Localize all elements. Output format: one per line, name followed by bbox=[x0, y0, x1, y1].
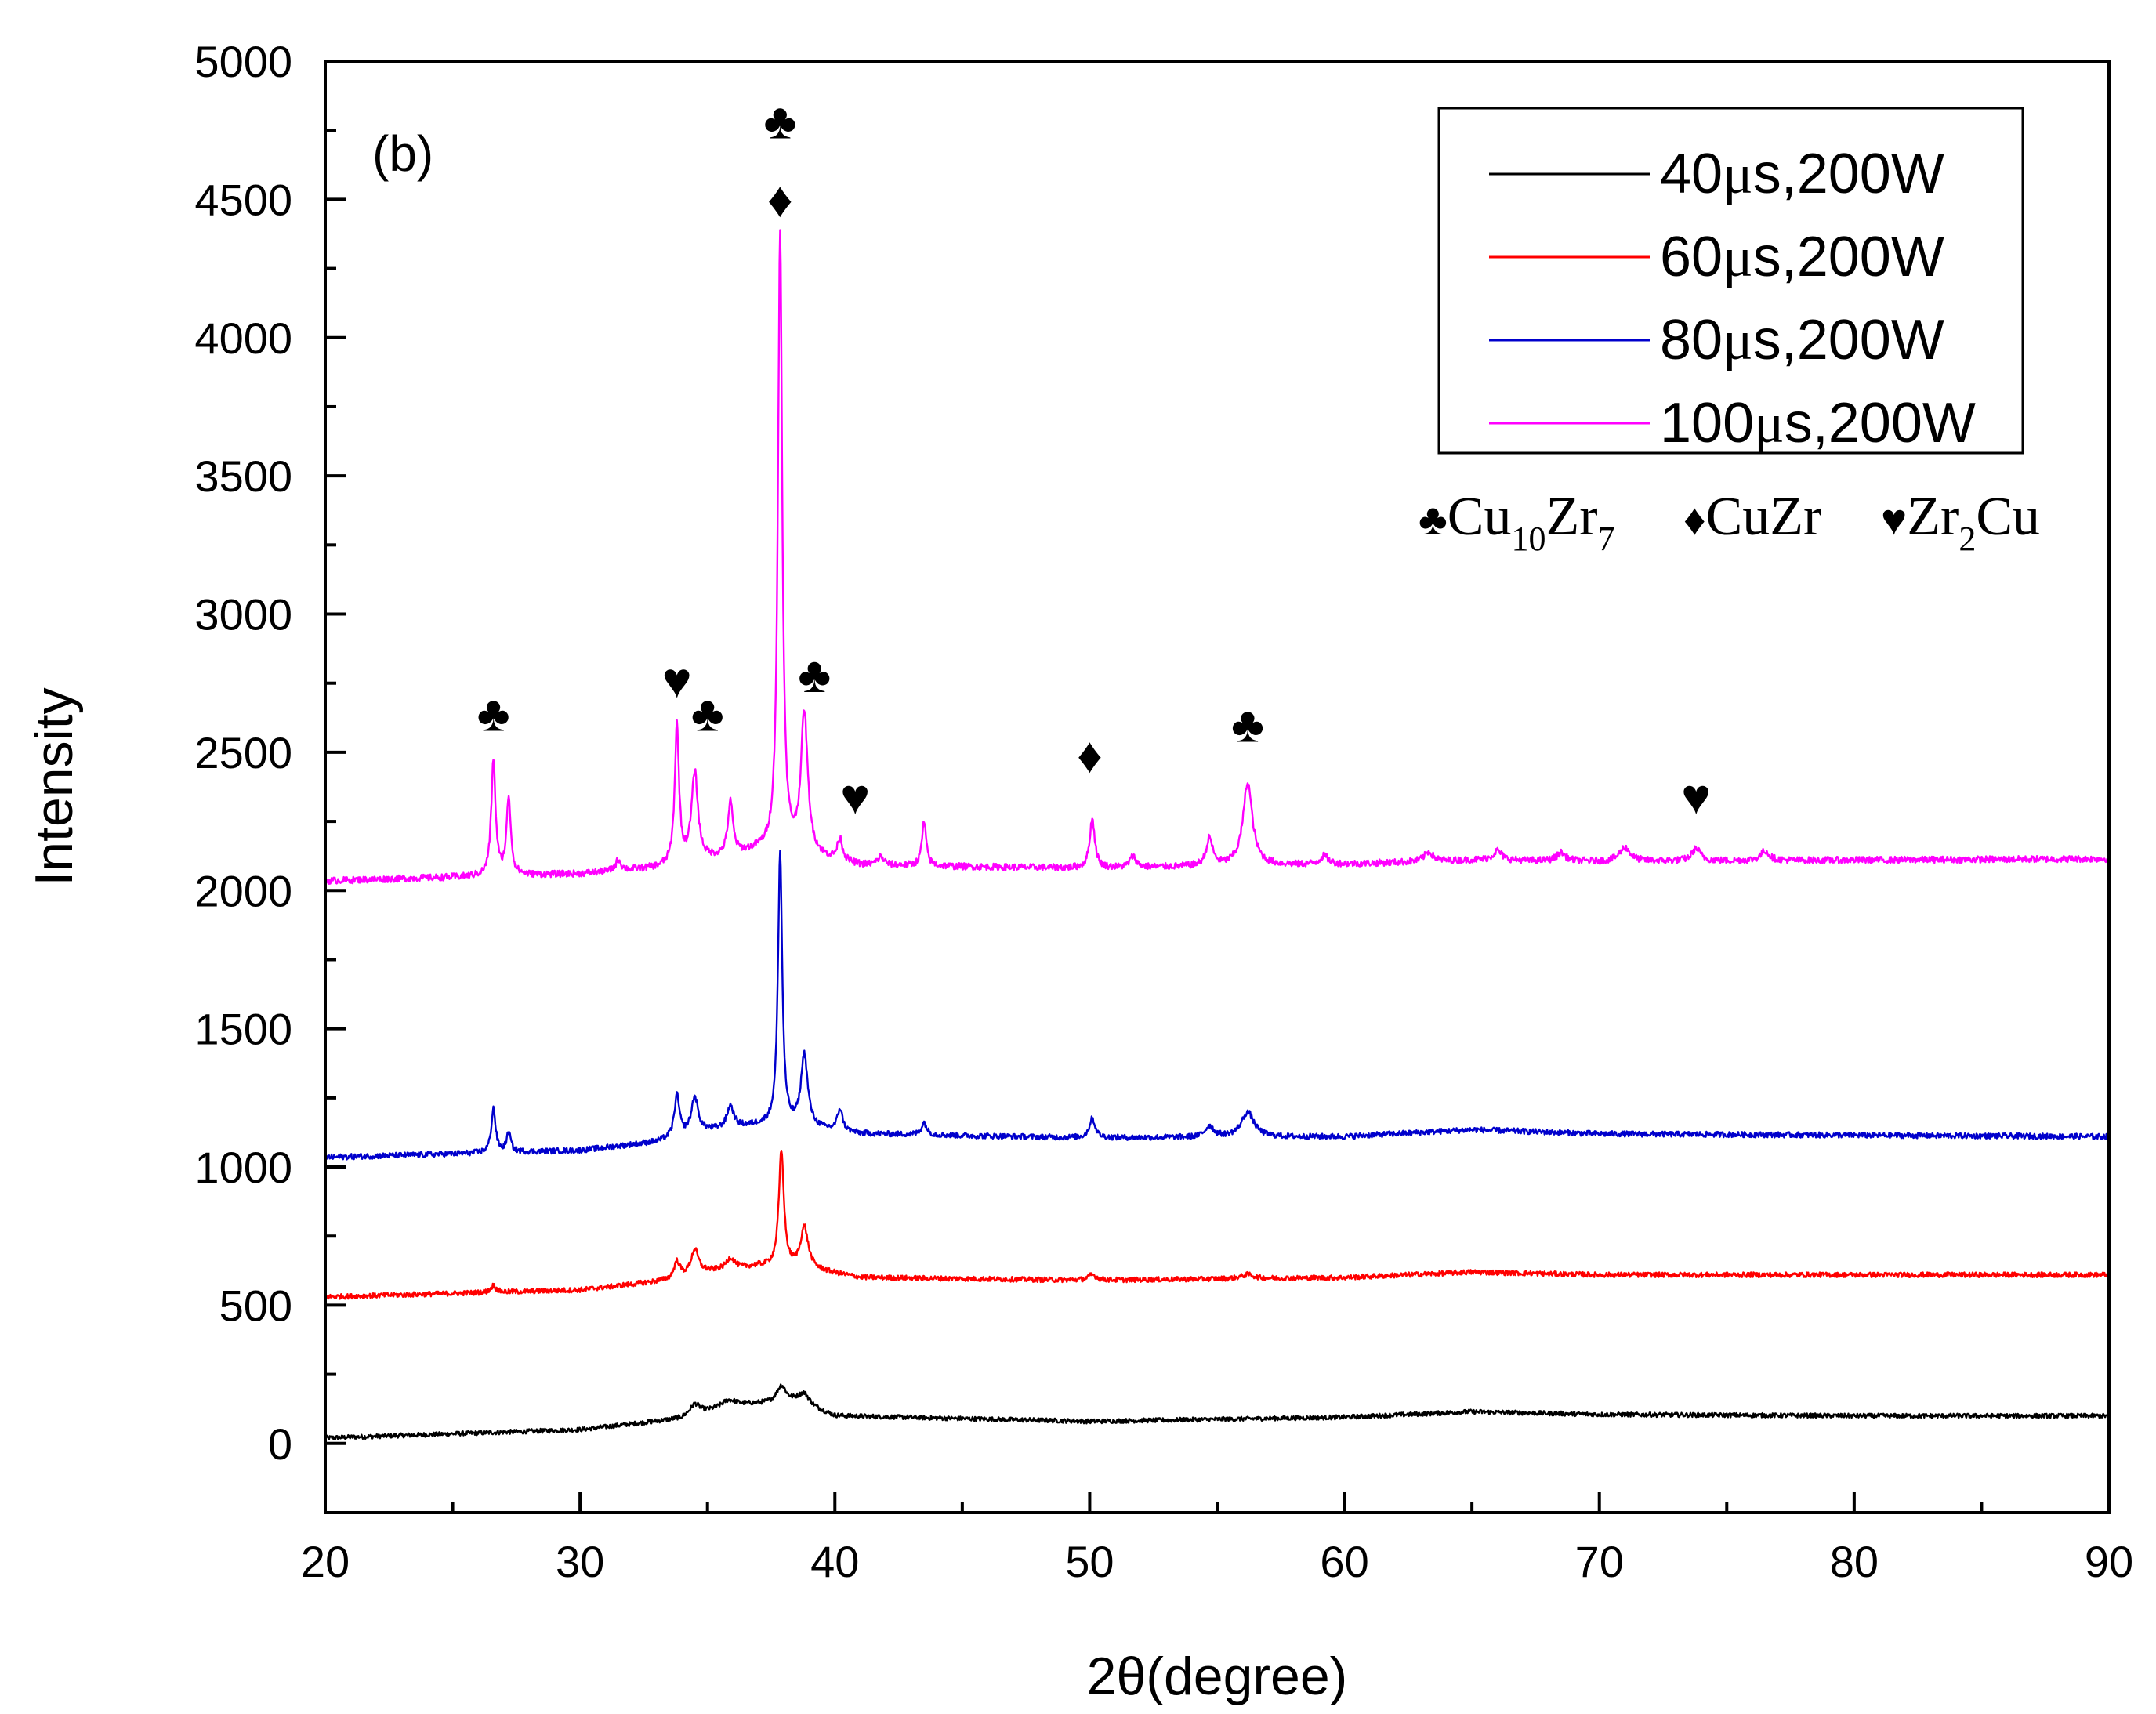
x-tick-label: 60 bbox=[1320, 1537, 1368, 1586]
x-tick-label: 50 bbox=[1065, 1537, 1114, 1586]
x-tick-label: 30 bbox=[556, 1537, 604, 1586]
y-tick-label: 2000 bbox=[194, 866, 292, 915]
legend-label-value: 100 bbox=[1660, 392, 1754, 455]
legend-label-mu: μ bbox=[1754, 392, 1785, 455]
y-tick-label: 500 bbox=[219, 1281, 292, 1330]
peak-marker: ♣ bbox=[477, 687, 510, 742]
y-tick-label: 1500 bbox=[194, 1005, 292, 1054]
phase-symbol: ♣ bbox=[1419, 496, 1448, 545]
series-line-1 bbox=[324, 1150, 2110, 1300]
series-line-2 bbox=[324, 850, 2111, 1161]
legend-label-value: 40 bbox=[1660, 143, 1723, 205]
legend-label-mu: μ bbox=[1723, 309, 1753, 371]
legend-label-rest: s,200W bbox=[1753, 226, 1944, 288]
series-line-3 bbox=[324, 229, 2110, 885]
x-tick-label: 70 bbox=[1575, 1537, 1624, 1586]
panel-label: (b) bbox=[372, 125, 433, 182]
legend-label: 60μs,200W bbox=[1660, 226, 1944, 288]
peak-marker: ♣ bbox=[1231, 698, 1264, 753]
peak-marker: ♥ bbox=[840, 769, 870, 824]
y-tick-label: 5000 bbox=[194, 37, 292, 86]
y-tick-label: 4500 bbox=[194, 175, 292, 224]
legend-label-rest: s,200W bbox=[1753, 309, 1944, 371]
peak-marker: ♦ bbox=[1077, 727, 1103, 783]
phase-subscript: 10 bbox=[1511, 520, 1545, 558]
phase-symbol: ♦ bbox=[1683, 496, 1706, 545]
x-tick-label: 90 bbox=[2085, 1537, 2133, 1586]
phase-legend: ♣Cu10Zr7 ♦CuZr ♥Zr2Cu bbox=[1419, 487, 2040, 558]
series-layer bbox=[324, 229, 2111, 1440]
legend-label-value: 60 bbox=[1660, 226, 1723, 288]
peak-marker-layer: ♣♥♣♦♣♣♥♦♣♥ bbox=[477, 93, 1712, 824]
peak-marker: ♣ bbox=[763, 93, 796, 149]
tick-layer: 20 30 40 50 60 70 80 90 0 500 1000 1500 2000 2500 3000… bbox=[194, 37, 2133, 1586]
phase-legend-item: ♥Zr2Cu bbox=[1881, 487, 2040, 558]
phase-formula-2: Zr bbox=[1545, 487, 1597, 547]
peak-marker: ♣ bbox=[691, 687, 724, 742]
y-axis-label: Intensity bbox=[24, 687, 84, 886]
legend-label-mu: μ bbox=[1723, 143, 1753, 205]
peak-marker: ♣ bbox=[798, 647, 831, 703]
x-tick-label: 80 bbox=[1830, 1537, 1879, 1586]
legend-label: 100μs,200W bbox=[1660, 392, 1976, 455]
peak-marker: ♥ bbox=[1681, 769, 1711, 824]
y-tick-label: 4000 bbox=[194, 313, 292, 363]
legend-label: 80μs,200W bbox=[1660, 309, 1944, 371]
phase-legend-item: ♦CuZr bbox=[1683, 487, 1821, 547]
legend-label-rest: s,200W bbox=[1753, 143, 1944, 205]
y-tick-label: 3000 bbox=[194, 590, 292, 640]
y-tick-label: 3500 bbox=[194, 451, 292, 501]
legend-label-value: 80 bbox=[1660, 309, 1723, 371]
phase-legend-item: ♣Cu10Zr7 bbox=[1419, 487, 1615, 558]
legend-label-mu: μ bbox=[1723, 226, 1753, 288]
x-axis-label: 2θ(degree) bbox=[1087, 1647, 1348, 1706]
legend-box bbox=[1437, 107, 2024, 455]
y-tick-label: 1000 bbox=[194, 1143, 292, 1192]
legend-label: 40μs,200W bbox=[1660, 143, 1944, 205]
phase-subscript-2: 7 bbox=[1598, 520, 1615, 558]
series-line-0 bbox=[324, 1383, 2111, 1440]
y-tick-label: 2500 bbox=[194, 728, 292, 777]
phase-formula-2: Cu bbox=[1976, 487, 2040, 547]
phase-formula: Cu bbox=[1448, 487, 1512, 547]
peak-marker: ♥ bbox=[662, 653, 692, 708]
phase-symbol: ♥ bbox=[1881, 496, 1907, 545]
plot-frame bbox=[324, 60, 2111, 1514]
y-tick-label: 0 bbox=[268, 1419, 292, 1469]
x-tick-label: 40 bbox=[810, 1537, 859, 1586]
peak-marker: ♦ bbox=[767, 172, 793, 227]
x-tick-label: 20 bbox=[301, 1537, 350, 1586]
phase-subscript: 2 bbox=[1959, 520, 1976, 558]
legend-label-rest: s,200W bbox=[1785, 392, 1976, 455]
phase-formula: Zr bbox=[1907, 487, 1959, 547]
phase-formula: CuZr bbox=[1706, 487, 1822, 547]
